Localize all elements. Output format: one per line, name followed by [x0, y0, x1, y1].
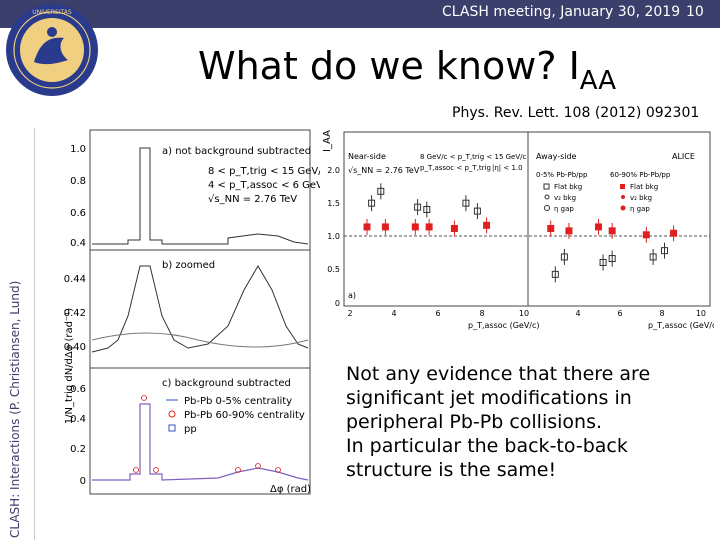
legend-eta-filled [620, 205, 626, 211]
sidebar-divider [34, 128, 35, 540]
legend-marker-60-90 [168, 410, 176, 418]
right-ylabel: I_AA [322, 130, 333, 152]
right-ytick: 0.5 [327, 265, 340, 274]
panel-c-ytick: 0.2 [70, 444, 86, 455]
right-xtick: 4 [575, 309, 580, 318]
body-line: Not any evidence that there are [346, 363, 651, 385]
right-xtick: 4 [391, 309, 396, 318]
right-ytick: 2.0 [327, 166, 340, 175]
panel-c-ytick: 0 [80, 476, 86, 487]
legend-row: η gap [554, 205, 574, 213]
right-xlabel-2: p_T,assoc (GeV/c) [648, 321, 714, 330]
header-event: CLASH meeting, January 30, 2019 [442, 4, 681, 20]
iaa-points [363, 183, 678, 283]
away-side-label: Away-side [536, 152, 577, 161]
legend-row: Flat bkg [554, 183, 582, 191]
right-figure: I_AA Near-side √s_NN = 2.76 TeV 8 GeV/c … [322, 130, 714, 330]
panel-a-line-1: 8 < p_T,trig < 15 GeV/c [208, 166, 320, 177]
right-xtick: 10 [519, 309, 529, 318]
panel-b-histogram [91, 265, 309, 353]
cut-3: |η| < 1.0 [492, 164, 523, 172]
panel-c-ytick: 0.4 [70, 414, 86, 425]
cut-1: 8 GeV/c < p_T,trig < 15 GeV/c [420, 153, 527, 161]
panel-a-line-2: 4 < p_T,assoc < 6 GeV/c [208, 180, 320, 191]
near-side-label: Near-side [348, 152, 386, 161]
body-text: Not any evidence that there are signific… [346, 362, 686, 482]
panel-c-legend: Pb-Pb 0-5% centrality [184, 396, 292, 407]
right-xlabel: p_T,assoc (GeV/c) [468, 321, 540, 330]
energy-label: √s_NN = 2.76 TeV [348, 166, 420, 175]
svg-text:UNIVERSITAS: UNIVERSITAS [32, 9, 72, 16]
legend-v2-open [544, 194, 550, 200]
sidebar-text: CLASH: Interactions (P. Christiansen, Lu… [8, 280, 22, 538]
right-ytick: 1.0 [327, 232, 340, 241]
legend-flat-filled [620, 184, 625, 189]
panel-a-histogram [92, 147, 309, 245]
panel-a-label: a) not background subtracted [162, 146, 311, 157]
panel-a-ytick: 0.8 [70, 176, 86, 187]
panel-a-ytick: 0.6 [70, 208, 86, 219]
panel-c-label: c) background subtracted [162, 378, 291, 389]
panel-c-ytick: 0.6 [70, 384, 86, 395]
legend-eta-open [544, 205, 550, 211]
body-line: peripheral Pb-Pb collisions. [346, 411, 603, 433]
panel-c-histogram [92, 403, 309, 481]
right-xtick: 10 [696, 309, 706, 318]
panel-a-ytick: 0.4 [70, 238, 86, 249]
panel-c-markers [133, 395, 281, 473]
slide-title: What do we know? IAA [198, 44, 616, 103]
right-ytick: 1.5 [327, 199, 340, 208]
left-ylabel: 1/N_trig dN/dΔφ (rad⁻¹) [64, 308, 75, 424]
panel-b-ytick: 0.40 [64, 342, 86, 353]
legend-row: v₂ bkg [630, 194, 652, 202]
panel-c-legend: pp [184, 424, 197, 435]
right-xtick: 8 [659, 309, 664, 318]
legend-flat-open [543, 183, 550, 190]
panel-b-ytick: 0.42 [64, 308, 86, 319]
right-xtick: 6 [435, 309, 440, 318]
page-number: 10 [686, 4, 704, 20]
body-line: significant jet modifications in [346, 387, 632, 409]
cut-2: p_T,assoc < p_T,trig [420, 164, 491, 172]
body-line: structure is the same! [346, 459, 557, 481]
panel-a-line-3: √s_NN = 2.76 TeV [208, 194, 297, 205]
right-xtick: 2 [347, 309, 352, 318]
panel-b-ytick: 0.44 [64, 274, 86, 285]
title-subscript: AA [579, 66, 617, 96]
alice-label: ALICE [672, 152, 695, 161]
legend-row: Flat bkg [630, 183, 658, 191]
legend-col-1: 60-90% Pb-Pb/pp [610, 171, 671, 179]
panel-b-background [91, 332, 309, 348]
title-text: What do we know? I [198, 44, 580, 88]
legend-row: η gap [630, 205, 650, 213]
top-bar: CLASH meeting, January 30, 2019 10 [0, 0, 720, 28]
panel-b-label: b) zoomed [162, 260, 215, 271]
panel-letter: a) [348, 291, 356, 300]
panel-a-ytick: 1.0 [70, 144, 86, 155]
legend-col-0: 0-5% Pb-Pb/pp [536, 171, 588, 179]
left-xlabel: Δφ (rad) [270, 484, 312, 495]
left-figure: 1/N_trig dN/dΔφ (rad⁻¹) a) not backgroun… [64, 129, 320, 495]
reference: Phys. Rev. Lett. 108 (2012) 092301 [452, 105, 700, 121]
panel-c-legend: Pb-Pb 60-90% centrality [184, 410, 305, 421]
university-seal-icon: UNIVERSITAS [6, 4, 98, 96]
legend-v2-filled [621, 195, 625, 199]
legend-marker-pp [168, 424, 176, 432]
away-side-frame [527, 131, 711, 307]
sidebar: CLASH: Interactions (P. Christiansen, Lu… [8, 128, 34, 538]
body-line: In particular the back-to-back [346, 435, 628, 457]
right-ytick: 0 [335, 299, 340, 308]
legend-row: v₂ bkg [554, 194, 576, 202]
panel-c-frame [89, 367, 311, 495]
right-xtick: 8 [479, 309, 484, 318]
right-xtick: 6 [617, 309, 622, 318]
